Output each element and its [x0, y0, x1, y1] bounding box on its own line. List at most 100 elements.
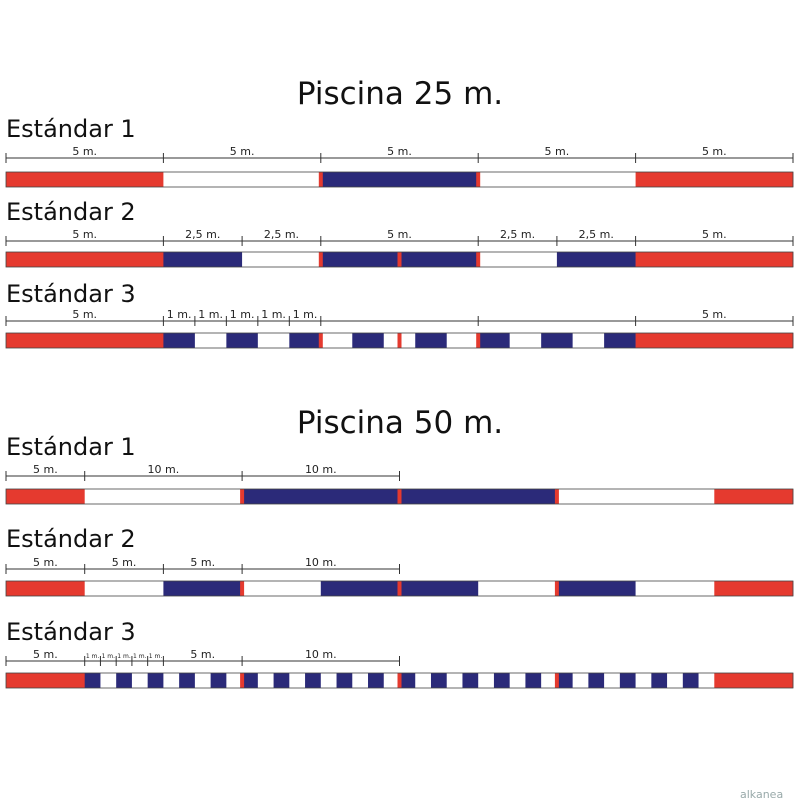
- pool50-standard3-bar-segment: [352, 673, 369, 688]
- pool50-standard3-bar-segment: [305, 673, 322, 688]
- pool50-standard3-dimension-label: 5 m.: [33, 648, 58, 661]
- pool25-standard2-bar-segment: [163, 252, 243, 267]
- pool50-standard3-bar-segment: [478, 673, 495, 688]
- pool25-standard2-label: Estándar 2: [6, 198, 136, 226]
- pool25-standard3-bar-segment: [257, 333, 290, 348]
- pool50-standard2-marker: [397, 581, 402, 596]
- pool50-standard3-bar-segment: [399, 673, 416, 688]
- pool25-standard2-dimension-label: 2,5 m.: [579, 228, 614, 241]
- pool50-standard3-bar-segment: [509, 673, 526, 688]
- pool50-standard1-bar-segment: [399, 489, 558, 504]
- pool50-standard3-bar-segment: [84, 673, 101, 688]
- pool50-standard2-bar-segment: [6, 581, 85, 596]
- pool50-standard3-marker: [240, 673, 245, 688]
- pool50-standard3-bar-segment: [682, 673, 699, 688]
- pool50-standard3-bar-segment: [604, 673, 621, 688]
- pool50-standard3-bar-segment: [336, 673, 353, 688]
- pool25-standard3-dimension-label: 1 m.: [167, 308, 192, 321]
- pool25-standard1-bar-segment: [478, 172, 636, 187]
- pool25-standard3-bar-segment: [6, 333, 164, 348]
- pool25-standard3-dimension-label: 5 m.: [702, 308, 727, 321]
- pool50-standard3-bar-segment: [194, 673, 211, 688]
- pool25-standard1-dimension-label: 5 m.: [545, 145, 570, 158]
- pool25-standard2-bar-segment: [635, 252, 794, 267]
- pool50-standard3-bar-segment: [635, 673, 652, 688]
- pool50-standard3-dimension-label: 1 m.: [117, 653, 131, 660]
- pool50-standard3-bar-segment: [462, 673, 479, 688]
- pool50-standard1-bar-outline: [5, 488, 794, 505]
- pool50-standard3-bar-segment: [368, 673, 385, 688]
- pool25-standard2-marker: [318, 252, 323, 267]
- pool50-standard3-dimension-label: 10 m.: [305, 648, 337, 661]
- pool25-standard3-bar-segment: [604, 333, 636, 348]
- pool25-standard2-bar-outline: [5, 251, 794, 268]
- pool25-standard2-bar-segment: [242, 252, 322, 267]
- pool25-standard3-dimension-label: 1 m.: [230, 308, 255, 321]
- pool50-standard1-bar-segment: [556, 489, 715, 504]
- pool50-standard3-bar-segment: [116, 673, 133, 688]
- pool25-standard1-bar-segment: [635, 172, 794, 187]
- pool25-standard1-dimension-label: 5 m.: [230, 145, 255, 158]
- pool50-standard3-bar-segment: [320, 673, 337, 688]
- pool50-standard3-bar-segment: [714, 673, 794, 688]
- pool50-standard3-bar-segment: [446, 673, 463, 688]
- pool50-standard2-marker: [240, 581, 245, 596]
- pool25-standard2-bar-segment: [320, 252, 400, 267]
- pool25-standard1-bar-segment: [163, 172, 322, 187]
- pool25-standard3-bar-segment: [572, 333, 605, 348]
- pool25-standard2-bar-segment: [399, 252, 479, 267]
- pool25-title: Piscina 25 m.: [297, 76, 503, 112]
- pool50-standard2-dimension-label: 5 m.: [112, 556, 137, 569]
- pool50-standard3-bar-segment: [572, 673, 589, 688]
- pool25-standard3-dimension-label: 5 m.: [72, 308, 97, 321]
- pool25-standard1-dimension-label: 5 m.: [702, 145, 727, 158]
- pool25-standard1-marker: [476, 172, 481, 187]
- pool50-standard3-bar-segment: [163, 673, 180, 688]
- pool50-standard3-bar-segment: [415, 673, 432, 688]
- pool50-standard3-marker: [397, 673, 402, 688]
- pool25-standard3-bar-segment: [509, 333, 542, 348]
- pool25-standard3-bar-segment: [226, 333, 259, 348]
- pool25-standard1-marker: [318, 172, 323, 187]
- pool50-standard2-bar-segment: [714, 581, 794, 596]
- pool50-standard2-dimension-label: 10 m.: [305, 556, 337, 569]
- pool50-standard3-dimension-label: 1 m.: [86, 653, 100, 660]
- pool50-standard1-bar-segment: [714, 489, 794, 504]
- pool25-standard3-bar-segment: [320, 333, 353, 348]
- pool50-standard2-bar-segment: [320, 581, 400, 596]
- pool50-standard3-bar-segment: [651, 673, 668, 688]
- pool25-standard3-marker: [476, 333, 481, 348]
- pool50-standard3-bar-segment: [179, 673, 196, 688]
- pool25-standard1-bar-outline: [5, 171, 794, 188]
- pool50-standard3-bar-segment: [430, 673, 448, 688]
- pool25-standard3-bar-segment: [478, 333, 510, 348]
- pool50-standard2-label: Estándar 2: [6, 525, 136, 553]
- pool25-standard3-bar-segment: [415, 333, 448, 348]
- pool25-standard1-dimension-label: 5 m.: [387, 145, 412, 158]
- pool50-standard3-dimension-label: 1 m.: [102, 653, 116, 660]
- pool50-standard3-bar-segment: [100, 673, 117, 688]
- pool50-standard2-bar-segment: [478, 581, 558, 596]
- pool50-standard3-bar-segment: [147, 673, 164, 688]
- pool25-standard3-bar-segment: [194, 333, 227, 348]
- pool50-standard2-marker: [554, 581, 559, 596]
- pool50-standard2-bar-segment: [242, 581, 322, 596]
- pool25-standard3-dimension-label: 1 m.: [293, 308, 318, 321]
- pool25-standard2-dimension-label: 2,5 m.: [500, 228, 535, 241]
- pool50-standard3-bar-segment: [525, 673, 542, 688]
- pool50-standard1-dimension-label: 5 m.: [33, 463, 58, 476]
- pool50-standard2-bar-segment: [399, 581, 479, 596]
- pool50-standard3-bar-segment: [289, 673, 306, 688]
- pool50-standard1-marker: [397, 489, 402, 504]
- pool50-standard3-bar-segment: [588, 673, 605, 688]
- watermark-logo: alkanea: [740, 788, 783, 800]
- pool25-standard3-bar-segment: [352, 333, 385, 348]
- pool50-standard2-bar-segment: [84, 581, 164, 596]
- pool50-standard1-label: Estándar 1: [6, 433, 136, 461]
- pool50-standard3-bar-segment: [131, 673, 148, 688]
- pool25-standard3-bar-segment: [163, 333, 196, 348]
- pool50-standard3-bar-segment: [257, 673, 274, 688]
- pool50-standard3-label: Estándar 3: [6, 618, 136, 646]
- pool25-standard1-bar-segment: [320, 172, 479, 187]
